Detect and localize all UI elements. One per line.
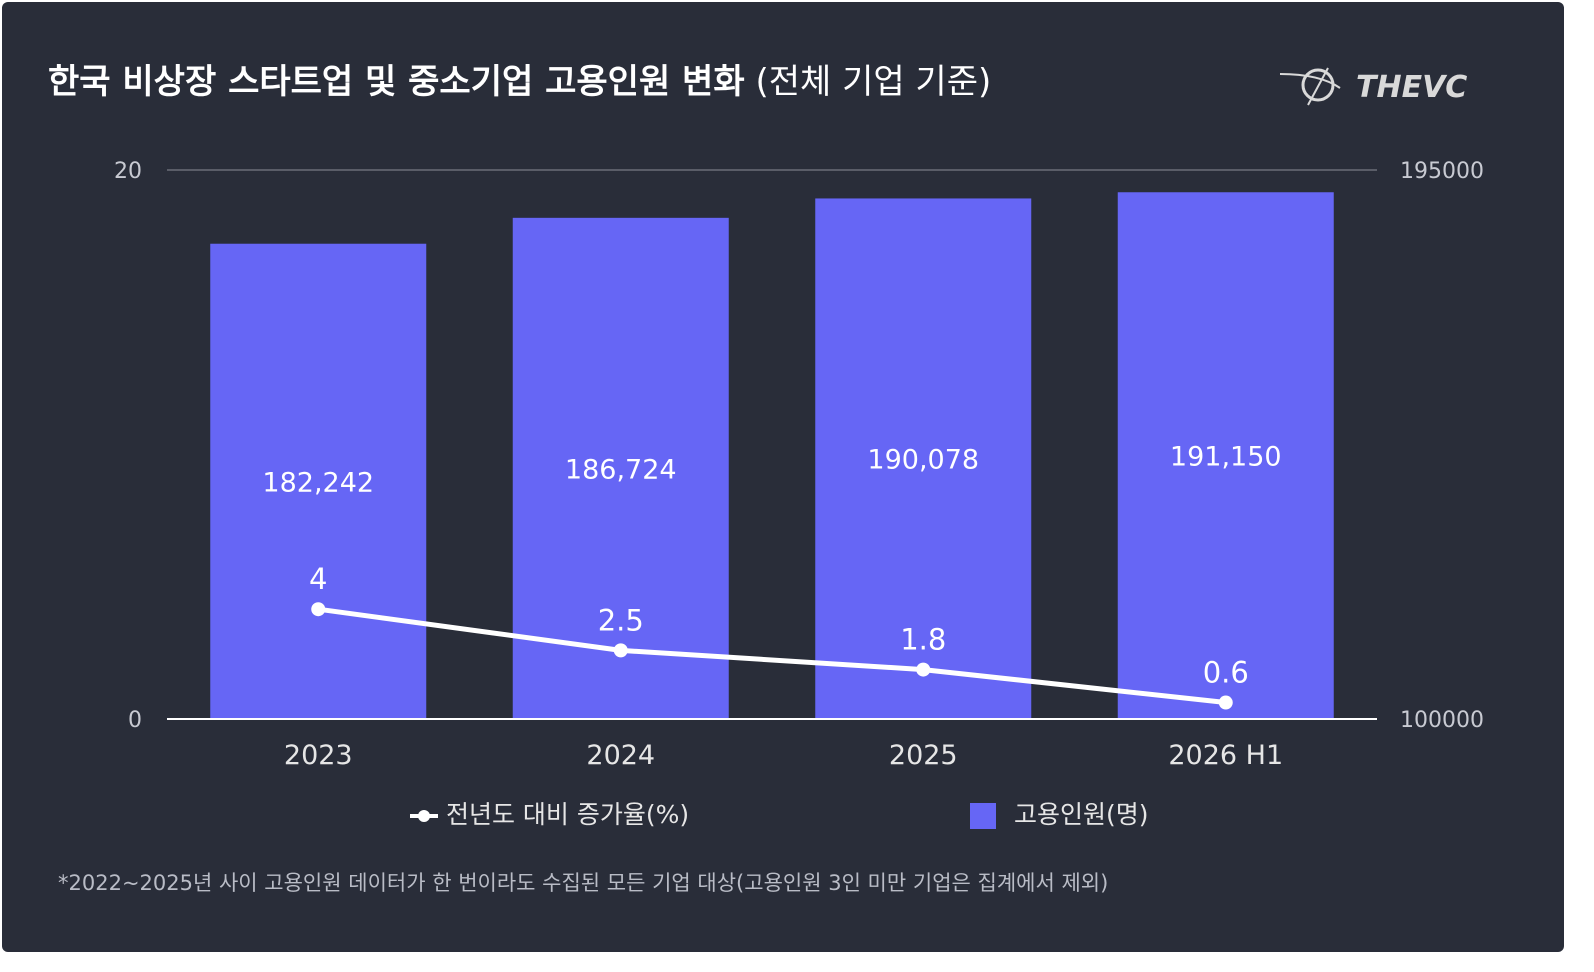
footnote: *2022~2025년 사이 고용인원 데이터가 한 번이라도 수집된 모든 기… xyxy=(58,871,1109,895)
title-qualifier: (전체 기업 기준) xyxy=(755,62,992,102)
planet-orbit-icon xyxy=(1280,67,1341,106)
bar-2 xyxy=(815,198,1032,720)
bar-1 xyxy=(512,217,729,719)
growth-rate-label: 2.5 xyxy=(598,603,644,637)
growth-rate-point xyxy=(916,662,931,677)
bar-value-label: 186,724 xyxy=(565,454,677,485)
left-tick-label: 20 xyxy=(114,159,142,184)
growth-rate-label: 1.8 xyxy=(900,623,946,657)
right-tick-label: 100000 xyxy=(1400,708,1484,733)
title-main: 한국 비상장 스타트업 및 중소기업 고용인원 변화 xyxy=(48,62,745,102)
line-layer xyxy=(311,602,1233,710)
growth-rate-label: 0.6 xyxy=(1203,656,1249,690)
bar-value-label: 182,242 xyxy=(262,467,374,498)
legend-bar-swatch xyxy=(970,803,996,829)
right-tick-label: 195000 xyxy=(1400,159,1484,184)
labels-layer: 182,242 186,724 190,078 191,150 4 2.5 1.8 0.6 xyxy=(262,442,1281,690)
legend-item-growth-rate: 전년도 대비 증가율(%) xyxy=(410,798,689,832)
bar-3 xyxy=(1117,192,1334,719)
growth-rate-label: 4 xyxy=(309,562,327,596)
x-tick-label: 2025 xyxy=(889,740,958,771)
legend-label-employees: 고용인원(명) xyxy=(1013,800,1149,829)
bars-layer xyxy=(210,192,1334,720)
chart-title: 한국 비상장 스타트업 및 중소기업 고용인원 변화 (전체 기업 기준) xyxy=(48,60,991,104)
x-tick-label: 2023 xyxy=(284,740,353,771)
thevc-logo: THEVC xyxy=(1280,67,1467,106)
legend-line-marker xyxy=(410,810,438,822)
growth-rate-line xyxy=(317,606,1227,706)
x-tick-label: 2024 xyxy=(586,740,655,771)
legend-item-employees: 고용인원(명) xyxy=(970,798,1148,832)
bar-value-label: 190,078 xyxy=(867,445,979,476)
axes-layer: 20 0 195000 100000 2023 2024 2025 2026 H1 xyxy=(114,159,1484,771)
growth-rate-point xyxy=(613,643,628,658)
growth-rate-point xyxy=(1218,695,1233,710)
left-tick-label: 0 xyxy=(128,708,142,733)
bar-0 xyxy=(210,243,427,719)
bar-value-label: 191,150 xyxy=(1170,442,1282,473)
growth-rate-point xyxy=(311,602,326,617)
legend-label-growth-rate: 전년도 대비 증가율(%) xyxy=(445,800,690,829)
chart-card: 한국 비상장 스타트업 및 중소기업 고용인원 변화 (전체 기업 기준) TH… xyxy=(2,2,1564,952)
logo-wordmark: THEVC xyxy=(1356,70,1467,105)
combo-chart: 20 0 195000 100000 2023 2024 2025 2026 H1 182,2… xyxy=(114,159,1484,771)
x-tick-label: 2026 H1 xyxy=(1168,740,1283,771)
